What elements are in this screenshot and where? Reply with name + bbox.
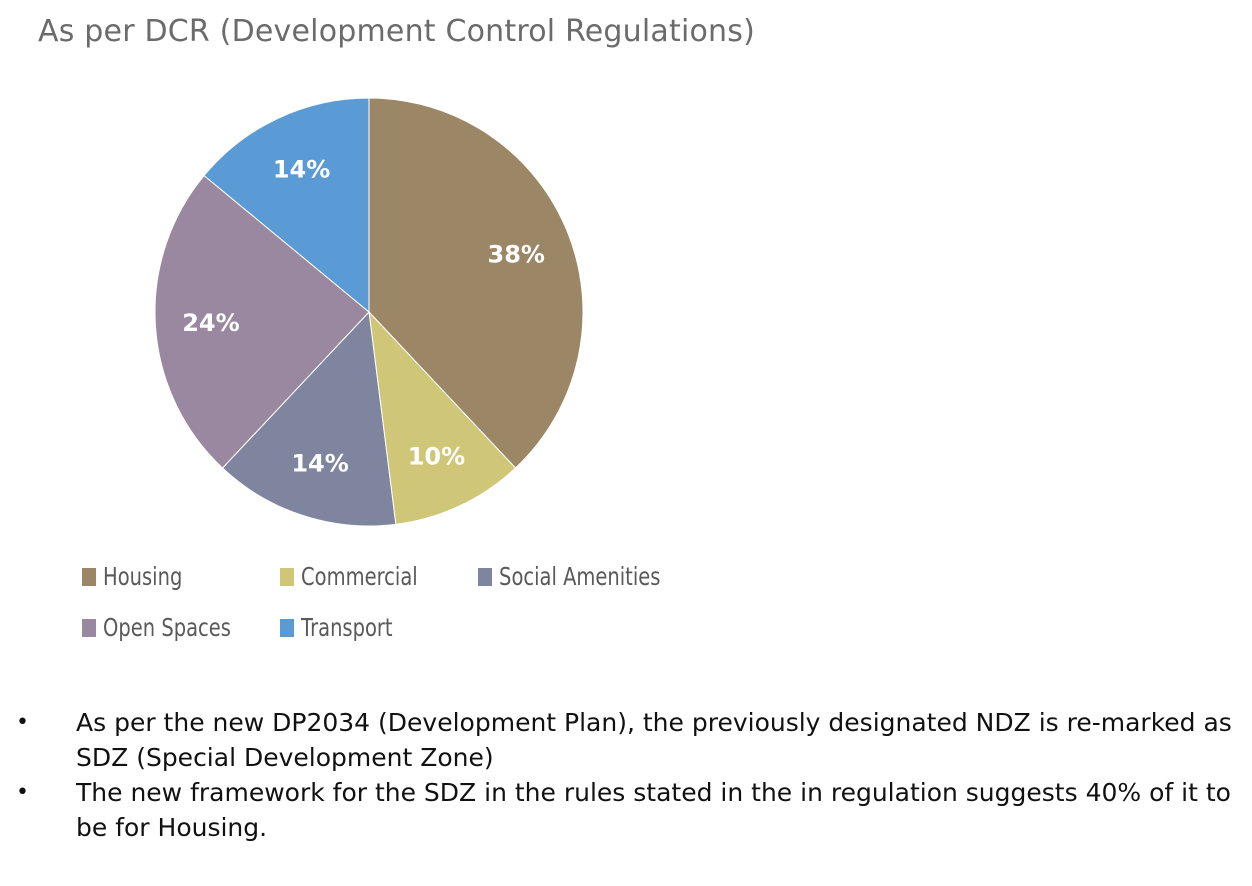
bullet-item: • The new framework for the SDZ in the r… [0, 775, 1252, 845]
pie-slice-transport [203, 97, 370, 314]
legend-swatch-open-spaces [82, 618, 97, 637]
pie-slice-social-amenities [221, 310, 397, 527]
bullet-icon: • [16, 780, 29, 805]
bullet-item: • As per the new DP2034 (Development Pla… [0, 705, 1252, 775]
pie-slice-commercial [368, 310, 517, 525]
legend-label-housing: Housing [103, 562, 183, 591]
legend-label-commercial: Commercial [301, 562, 418, 591]
pie-slice-open-spaces [154, 174, 370, 469]
legend-item-commercial: Commercial [280, 562, 418, 591]
legend-swatch-housing [82, 567, 97, 586]
legend-swatch-commercial [280, 567, 295, 586]
legend-label-social-amenities: Social Amenities [499, 562, 661, 591]
legend-swatch-transport [280, 618, 295, 637]
bullet-text: As per the new DP2034 (Development Plan)… [76, 708, 1232, 772]
bullet-text: The new framework for the SDZ in the rul… [76, 778, 1231, 842]
pie-label-housing: 38% [488, 241, 545, 269]
legend-swatch-social-amenities [478, 567, 493, 586]
legend-item-social-amenities: Social Amenities [478, 562, 660, 591]
bullet-list: • As per the new DP2034 (Development Pla… [0, 705, 1252, 845]
legend-item-housing: Housing [82, 562, 182, 591]
pie-label-social-amenities: 14% [291, 450, 348, 478]
pie-label-open-spaces: 24% [182, 309, 239, 337]
pie-label-commercial: 10% [408, 442, 465, 470]
legend-item-transport: Transport [280, 613, 393, 642]
legend-label-transport: Transport [301, 613, 393, 642]
pie-slice-housing [368, 97, 584, 469]
legend-item-open-spaces: Open Spaces [82, 613, 231, 642]
chart-title: As per DCR (Development Control Regulati… [38, 14, 755, 49]
pie-label-transport: 14% [273, 156, 330, 184]
bullet-icon: • [16, 710, 29, 735]
legend-label-open-spaces: Open Spaces [103, 613, 231, 642]
